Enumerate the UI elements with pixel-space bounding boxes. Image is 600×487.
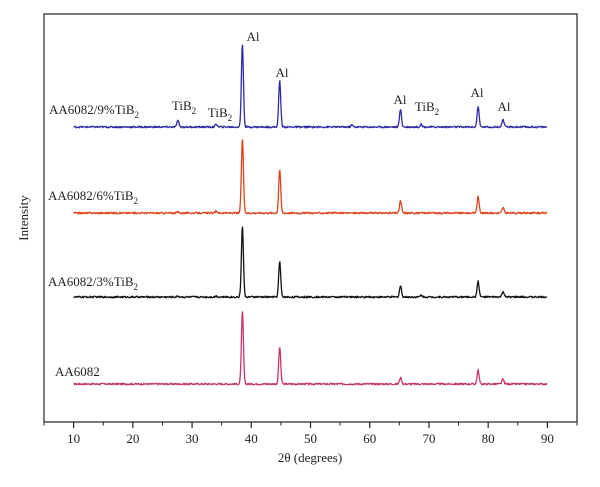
trace-0 <box>73 311 548 386</box>
x-tick-label-30: 30 <box>186 431 199 446</box>
peak-label-4: Al <box>498 99 511 114</box>
peak-labels: Al Al Al Al Al TiB2 TiB2 TiB2 <box>172 29 511 123</box>
peak-label-1: Al <box>276 65 289 80</box>
x-tick-label-90: 90 <box>541 431 554 446</box>
trace-1 <box>73 226 548 299</box>
x-axis-title: 2θ (degrees) <box>278 450 342 465</box>
plot-frame <box>43 13 578 423</box>
peak-label-2: Al <box>394 92 407 107</box>
y-axis-title: Intensity <box>16 195 31 241</box>
x-tick-label-10: 10 <box>67 431 80 446</box>
x-tick-label-80: 80 <box>482 431 495 446</box>
series-label-2: AA6082/6%TiB2 <box>48 188 138 206</box>
x-tick-label-70: 70 <box>422 431 435 446</box>
x-tick-label-40: 40 <box>245 431 258 446</box>
x-tick-label-60: 60 <box>363 431 376 446</box>
peak-label-5: TiB2 <box>172 98 196 116</box>
peak-label-0: Al <box>247 29 260 44</box>
x-axis-ticks: 10 20 30 40 50 60 70 80 90 <box>43 422 578 446</box>
trace-2 <box>73 139 548 215</box>
peak-label-3: Al <box>471 85 484 100</box>
series-labels: AA6082 AA6082/3%TiB2 AA6082/6%TiB2 AA6082/9… <box>48 102 139 379</box>
x-tick-label-20: 20 <box>126 431 139 446</box>
series-label-0: AA6082 <box>55 364 100 379</box>
peak-label-8: TiB2 <box>415 99 439 117</box>
series-label-3: AA6082/9%TiB2 <box>49 102 139 120</box>
xrd-traces <box>73 44 548 386</box>
x-tick-label-50: 50 <box>304 431 317 446</box>
peak-label-6: TiB2 <box>208 105 232 123</box>
series-label-1: AA6082/3%TiB2 <box>48 274 138 292</box>
trace-3 <box>73 44 548 129</box>
